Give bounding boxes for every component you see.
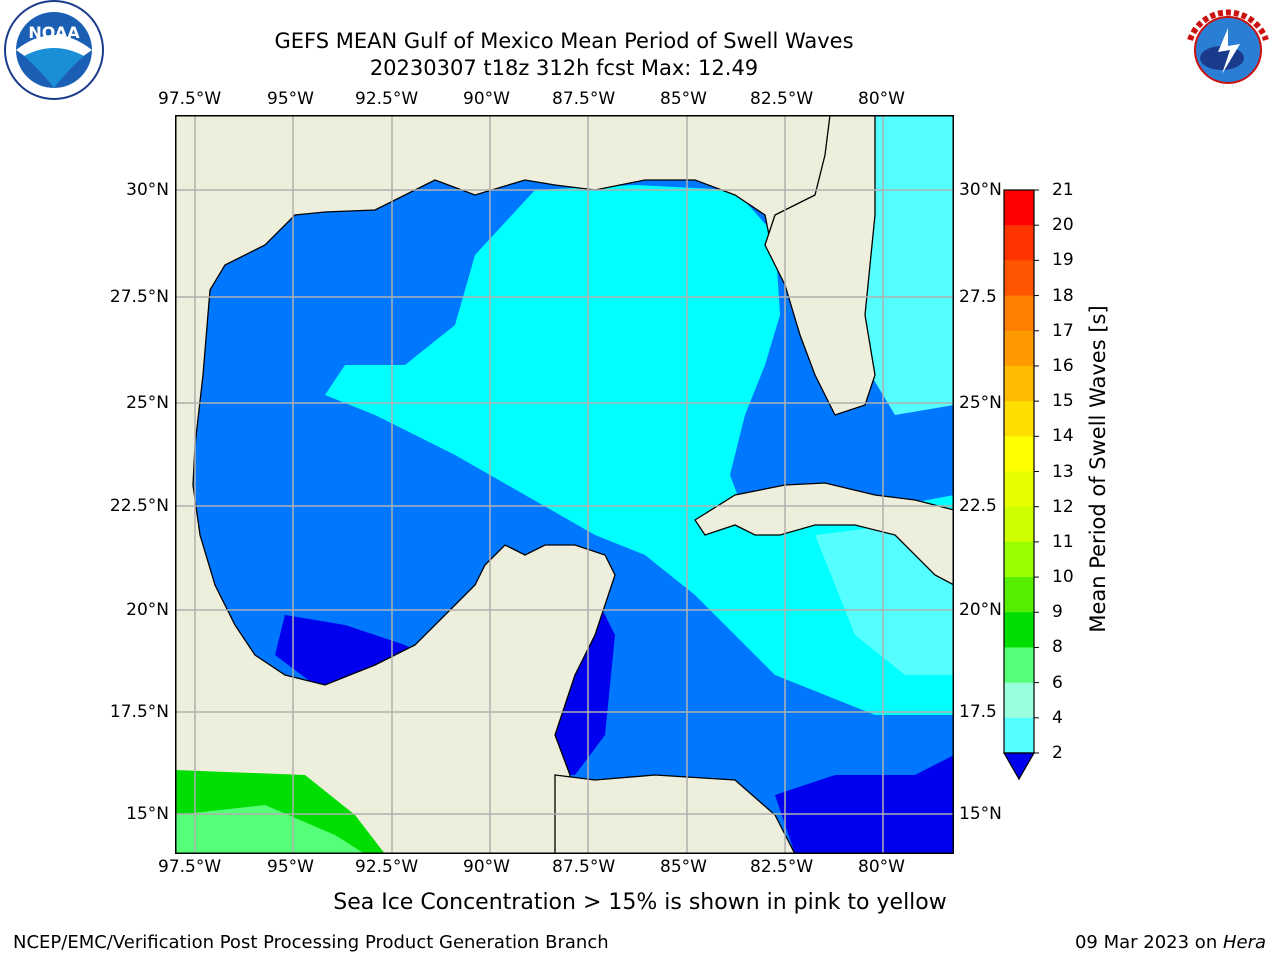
colorbar-tick-label: 15: [1052, 391, 1074, 412]
lon-label-top: 97.5°W: [158, 89, 222, 109]
colorbar-tick-label: 20: [1052, 215, 1074, 236]
lat-label-left: 25°N: [126, 393, 169, 413]
land-cuba: [694, 482, 954, 586]
lon-label-top: 87.5°W: [552, 89, 616, 109]
noaa-logo: NOAA: [2, 0, 106, 104]
lon-label-top: 90°W: [463, 89, 510, 109]
colorbar-bin: [1004, 436, 1034, 472]
lon-label-bottom: 80°W: [858, 857, 905, 877]
colorbar-tick-label: 8: [1052, 637, 1063, 658]
colorbar-bin: [1004, 190, 1034, 226]
svg-text:NOAA: NOAA: [28, 23, 80, 42]
colorbar-bin: [1004, 260, 1034, 297]
footer-date: 09 Mar 2023 on Hera: [1075, 932, 1266, 953]
colorbar-tick-label: 18: [1052, 285, 1074, 306]
lon-label-top: 80°W: [858, 89, 905, 109]
pacific-lightgreen-region: [175, 805, 365, 854]
colorbar-bin: [1004, 577, 1034, 613]
lon-label-bottom: 97.5°W: [158, 857, 222, 877]
colorbar-bin: [1004, 401, 1034, 437]
lat-label-left: 15°N: [126, 804, 169, 824]
lat-label-right: 27.5: [959, 287, 997, 307]
colorbar-bin: [1004, 365, 1034, 402]
colorbar-bin: [1004, 471, 1034, 508]
lat-label-left: 20°N: [126, 600, 169, 620]
colorbar-bin: [1004, 295, 1034, 332]
lat-label-right: 22.5: [959, 496, 997, 516]
colorbar-under-arrow: [1002, 752, 1036, 781]
lon-label-bottom: 92.5°W: [355, 857, 419, 877]
colorbar-bin: [1004, 506, 1034, 543]
colorbar-bin: [1004, 541, 1034, 578]
colorbar-label: Mean Period of Swell Waves [s]: [1086, 305, 1110, 633]
lat-label-left: 30°N: [126, 180, 169, 200]
swell-region-lightcyan-2: [815, 525, 954, 675]
colorbar-tick-label: 19: [1052, 250, 1074, 271]
sea-ice-caption: Sea Ice Concentration > 15% is shown in …: [333, 890, 947, 915]
colorbar-tick-label: 13: [1052, 461, 1074, 482]
footer-credit: NCEP/EMC/Verification Post Processing Pr…: [13, 932, 609, 953]
lat-label-left: 17.5°N: [109, 702, 169, 722]
lon-label-bottom: 95°W: [267, 857, 314, 877]
colorbar-tick-label: 12: [1052, 496, 1074, 517]
colorbar-tick-label: 4: [1052, 707, 1063, 728]
colorbar-bin: [1004, 330, 1034, 367]
map-title: GEFS MEAN Gulf of Mexico Mean Period of …: [274, 29, 854, 53]
colorbar-tick-label: 10: [1052, 567, 1074, 588]
lat-label-left: 27.5°N: [109, 287, 169, 307]
lon-label-bottom: 90°W: [463, 857, 510, 877]
colorbar-tick-label: 2: [1052, 743, 1063, 763]
lon-label-top: 85°W: [660, 89, 707, 109]
colorbar-bin: [1004, 225, 1034, 261]
map-panel: [175, 115, 954, 854]
map-subtitle: 20230307 t18z 312h fcst Max: 12.49: [369, 56, 759, 80]
colorbar-bin: [1004, 717, 1034, 754]
footer-host: Hera: [1222, 932, 1266, 953]
nws-logo: [1178, 0, 1278, 100]
colorbar-tick-label: 14: [1052, 426, 1074, 447]
lat-label-right: 30°N: [959, 180, 1002, 200]
colorbar-ticks: 21 20 19 18 17 16 15 14 13 12 11 10 9 8 6 4 2: [1052, 0, 1112, 960]
swell-region-darkblue-south: [775, 755, 954, 854]
lon-label-bottom: 82.5°W: [750, 857, 814, 877]
colorbar-tick-label: 9: [1052, 602, 1063, 623]
colorbar-tick-label: 17: [1052, 320, 1074, 341]
lat-label-right: 15°N: [959, 804, 1002, 824]
swell-region-cyan: [325, 185, 954, 715]
lon-label-bottom: 85°W: [660, 857, 707, 877]
colorbar-bin: [1004, 612, 1034, 648]
footer-date-text: 09 Mar 2023 on: [1074, 932, 1223, 953]
lon-label-top: 92.5°W: [355, 89, 419, 109]
colorbar-tick-label: 6: [1052, 672, 1063, 693]
graticule: [175, 115, 954, 854]
colorbar-bin: [1004, 682, 1034, 719]
lon-label-top: 95°W: [267, 89, 314, 109]
lat-label-right: 25°N: [959, 393, 1002, 413]
lon-label-top: 82.5°W: [750, 89, 814, 109]
colorbar: [1000, 186, 1040, 782]
colorbar-tick-label: 21: [1052, 180, 1074, 200]
lat-label-right: 17.5: [959, 702, 997, 722]
colorbar-tick-label: 16: [1052, 355, 1074, 376]
colorbar-tick-label: 11: [1052, 531, 1074, 552]
lat-label-left: 22.5°N: [109, 496, 169, 516]
lat-label-right: 20°N: [959, 600, 1002, 620]
colorbar-bin: [1004, 647, 1034, 684]
lon-label-bottom: 87.5°W: [552, 857, 616, 877]
